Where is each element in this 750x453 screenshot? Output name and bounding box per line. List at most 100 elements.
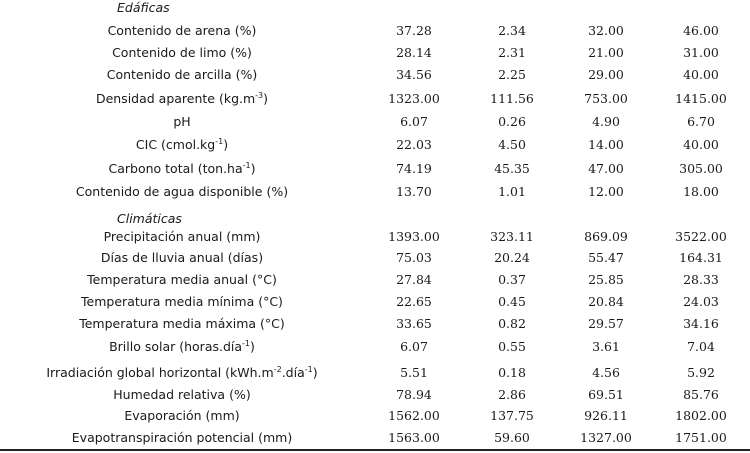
value-cell: 2.34 — [498, 23, 526, 38]
value-cell: 22.65 — [396, 294, 432, 309]
value-cell: 0.82 — [498, 316, 526, 331]
value-cell: 29.00 — [588, 67, 624, 82]
value-cell: 3.61 — [592, 339, 620, 354]
table-row: Carbono total (ton.ha-1) 74.19 45.35 47.… — [0, 159, 750, 179]
value-cell: 926.11 — [584, 408, 628, 423]
value-cell: 13.70 — [396, 184, 432, 199]
value-cell: 4.50 — [498, 137, 526, 152]
row-label: Precipitación anual (mm) — [103, 229, 261, 244]
value-cell: 6.07 — [400, 339, 428, 354]
value-cell: 1393.00 — [388, 229, 440, 244]
table-row: Evapotranspiración potencial (mm) 1563.0… — [0, 428, 750, 448]
table-row: Contenido de limo (%) 28.14 2.31 21.00 3… — [0, 43, 750, 63]
value-cell: 47.00 — [588, 161, 624, 176]
table-row: Contenido de agua disponible (%) 13.70 1… — [0, 182, 750, 202]
value-cell: 4.90 — [592, 114, 620, 129]
row-label: Días de lluvia anual (días) — [100, 250, 264, 265]
value-cell: 24.03 — [683, 294, 719, 309]
value-cell: 6.70 — [687, 114, 715, 129]
value-cell: 0.26 — [498, 114, 526, 129]
value-cell: 45.35 — [494, 161, 530, 176]
value-cell: 25.85 — [588, 272, 624, 287]
row-label: Temperatura media mínima (°C) — [81, 294, 283, 309]
value-cell: 21.00 — [588, 45, 624, 60]
row-label: Contenido de arena (%) — [107, 23, 257, 38]
value-cell: 1327.00 — [580, 430, 632, 445]
value-cell: 2.25 — [498, 67, 526, 82]
table-row: Contenido de arcilla (%) 34.56 2.25 29.0… — [0, 65, 750, 85]
value-cell: 0.45 — [498, 294, 526, 309]
table-row: Días de lluvia anual (días) 75.03 20.24 … — [0, 248, 750, 268]
value-cell: 40.00 — [683, 137, 719, 152]
table-row: CIC (cmol.kg-1) 22.03 4.50 14.00 40.00 — [0, 135, 750, 155]
value-cell: 46.00 — [683, 23, 719, 38]
value-cell: 0.18 — [498, 365, 526, 380]
table-row: Precipitación anual (mm) 1393.00 323.11 … — [0, 227, 750, 247]
table-row: Temperatura media mínima (°C) 22.65 0.45… — [0, 292, 750, 312]
value-cell: 75.03 — [396, 250, 432, 265]
value-cell: 1751.00 — [675, 430, 727, 445]
value-cell: 85.76 — [683, 387, 719, 402]
value-cell: 34.56 — [396, 67, 432, 82]
table-row: Brillo solar (horas.día-1) 6.07 0.55 3.6… — [0, 337, 750, 357]
table-row: Irradiación global horizontal (kWh.m-2.d… — [0, 363, 750, 383]
row-label: Contenido de arcilla (%) — [106, 67, 258, 82]
table-row: Temperatura media anual (°C) 27.84 0.37 … — [0, 270, 750, 290]
table-row: Contenido de arena (%) 37.28 2.34 32.00 … — [0, 21, 750, 41]
value-cell: 7.04 — [687, 339, 715, 354]
value-cell: 32.00 — [588, 23, 624, 38]
value-cell: 78.94 — [396, 387, 432, 402]
value-cell: 164.31 — [679, 250, 723, 265]
value-cell: 3522.00 — [675, 229, 727, 244]
table-row: pH 6.07 0.26 4.90 6.70 — [0, 112, 750, 132]
value-cell: 111.56 — [490, 91, 534, 106]
value-cell: 29.57 — [588, 316, 624, 331]
value-cell: 1415.00 — [675, 91, 727, 106]
value-cell: 0.37 — [498, 272, 526, 287]
value-cell: 2.86 — [498, 387, 526, 402]
row-label: Densidad aparente (kg.m-3) — [95, 91, 269, 106]
value-cell: 6.07 — [400, 114, 428, 129]
value-cell: 28.14 — [396, 45, 432, 60]
value-cell: 69.51 — [588, 387, 624, 402]
value-cell: 12.00 — [588, 184, 624, 199]
value-cell: 1.01 — [498, 184, 526, 199]
value-cell: 0.55 — [498, 339, 526, 354]
value-cell: 323.11 — [490, 229, 534, 244]
row-label: Contenido de agua disponible (%) — [75, 184, 289, 199]
value-cell: 305.00 — [679, 161, 723, 176]
value-cell: 2.31 — [498, 45, 526, 60]
section-heading-edaficas: Edáficas — [117, 0, 170, 15]
section-heading-climaticas: Climáticas — [117, 211, 182, 226]
value-cell: 37.28 — [396, 23, 432, 38]
value-cell: 753.00 — [584, 91, 628, 106]
value-cell: 5.92 — [687, 365, 715, 380]
value-cell: 1802.00 — [675, 408, 727, 423]
row-label: Temperatura media máxima (°C) — [79, 316, 285, 331]
value-cell: 20.84 — [588, 294, 624, 309]
value-cell: 74.19 — [396, 161, 432, 176]
value-cell: 31.00 — [683, 45, 719, 60]
row-label: CIC (cmol.kg-1) — [135, 137, 229, 152]
value-cell: 59.60 — [494, 430, 530, 445]
value-cell: 28.33 — [683, 272, 719, 287]
row-label: Irradiación global horizontal (kWh.m-2.d… — [46, 365, 318, 380]
value-cell: 40.00 — [683, 67, 719, 82]
row-label: Brillo solar (horas.día-1) — [109, 339, 255, 354]
value-cell: 27.84 — [396, 272, 432, 287]
value-cell: 1323.00 — [388, 91, 440, 106]
value-cell: 869.09 — [584, 229, 628, 244]
value-cell: 55.47 — [588, 250, 624, 265]
value-cell: 14.00 — [588, 137, 624, 152]
value-cell: 4.56 — [592, 365, 620, 380]
row-label: Evapotranspiración potencial (mm) — [71, 430, 293, 445]
table-row: Evaporación (mm) 1562.00 137.75 926.11 1… — [0, 406, 750, 426]
table-row: Temperatura media máxima (°C) 33.65 0.82… — [0, 314, 750, 334]
value-cell: 22.03 — [396, 137, 432, 152]
row-label: Humedad relativa (%) — [113, 387, 251, 402]
row-label: Evaporación (mm) — [124, 408, 240, 423]
value-cell: 137.75 — [490, 408, 534, 423]
value-cell: 1563.00 — [388, 430, 440, 445]
value-cell: 18.00 — [683, 184, 719, 199]
